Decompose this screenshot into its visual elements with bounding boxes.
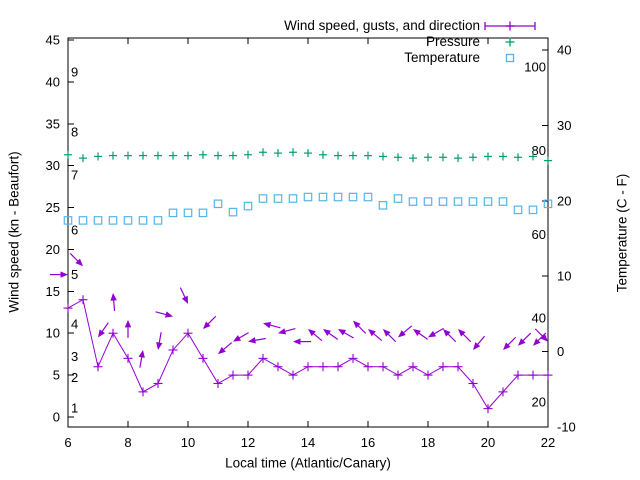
svg-text:40: 40 — [557, 43, 571, 58]
svg-text:45: 45 — [46, 32, 60, 47]
legend-label-wind: Wind speed, gusts, and direction — [284, 18, 480, 33]
svg-text:25: 25 — [46, 200, 60, 215]
svg-text:30: 30 — [46, 158, 60, 173]
legend: Wind speed, gusts, and direction Pressur… — [284, 18, 540, 66]
svg-text:20: 20 — [46, 242, 60, 257]
svg-text:8: 8 — [71, 125, 78, 140]
temperature-legend-marker-icon — [480, 50, 540, 66]
svg-text:3: 3 — [71, 349, 78, 364]
y-axis-label: Wind speed (kn - Beaufort) — [6, 151, 22, 313]
svg-text:8: 8 — [124, 435, 131, 450]
svg-text:14: 14 — [301, 435, 315, 450]
svg-text:10: 10 — [46, 326, 60, 341]
legend-label-temperature: Temperature — [404, 50, 480, 65]
svg-text:5: 5 — [71, 267, 78, 282]
gust-direction-arrows — [50, 253, 548, 368]
svg-text:-10: -10 — [557, 420, 576, 435]
pressure-series — [64, 148, 552, 165]
pressure-legend-marker-icon — [480, 34, 540, 50]
svg-text:6: 6 — [71, 223, 78, 238]
svg-text:0: 0 — [53, 410, 60, 425]
svg-text:22: 22 — [541, 435, 555, 450]
beaufort-scale-labels: 1 2 3 4 5 6 7 8 9 — [71, 64, 78, 415]
svg-text:12: 12 — [241, 435, 255, 450]
svg-text:4: 4 — [71, 317, 78, 332]
wind-legend-marker-icon — [480, 18, 540, 34]
svg-text:9: 9 — [71, 64, 78, 79]
legend-row-temperature: Temperature — [284, 50, 540, 65]
legend-row-wind: Wind speed, gusts, and direction — [284, 18, 540, 33]
svg-text:20: 20 — [532, 394, 546, 409]
svg-text:80: 80 — [532, 143, 546, 158]
svg-text:18: 18 — [421, 435, 435, 450]
legend-row-pressure: Pressure — [284, 34, 540, 49]
svg-text:5: 5 — [53, 368, 60, 383]
svg-text:10: 10 — [181, 435, 195, 450]
wind-series — [63, 295, 553, 414]
svg-text:2: 2 — [71, 370, 78, 385]
svg-text:40: 40 — [46, 74, 60, 89]
svg-text:7: 7 — [71, 167, 78, 182]
y2-axis-label: Temperature (C - F) — [614, 173, 630, 293]
x-axis-label: Local time (Atlantic/Canary) — [225, 455, 391, 471]
svg-text:1: 1 — [71, 400, 78, 415]
y2-axis-ticks: -10 0 10 20 30 40 — [542, 43, 576, 435]
svg-text:20: 20 — [557, 193, 571, 208]
svg-text:35: 35 — [46, 116, 60, 131]
svg-text:60: 60 — [532, 227, 546, 242]
svg-text:6: 6 — [64, 435, 71, 450]
y-axis-ticks: 0 5 10 15 20 25 30 35 40 45 — [46, 32, 74, 425]
svg-text:0: 0 — [557, 344, 564, 359]
svg-text:100: 100 — [524, 59, 546, 74]
svg-text:20: 20 — [481, 435, 495, 450]
svg-text:10: 10 — [557, 269, 571, 284]
legend-label-pressure: Pressure — [425, 34, 480, 49]
x-axis-ticks: 6 8 10 12 14 16 18 20 22 — [64, 38, 555, 450]
svg-text:16: 16 — [361, 435, 375, 450]
svg-text:15: 15 — [46, 284, 60, 299]
fahrenheit-scale-labels: 20 40 60 80 100 — [524, 59, 546, 409]
svg-text:40: 40 — [532, 311, 546, 326]
svg-text:30: 30 — [557, 118, 571, 133]
temperature-series — [63, 192, 553, 225]
